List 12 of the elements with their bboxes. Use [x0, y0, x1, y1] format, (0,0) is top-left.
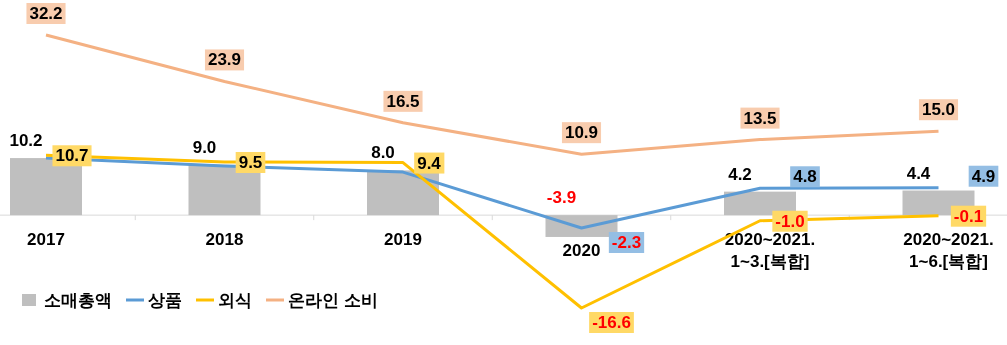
category: 2020~2021. [724, 230, 816, 249]
legend-label: 소매총액 [44, 291, 112, 310]
legend-label: 외식 [218, 291, 252, 310]
legend-label: 온라인 소비 [288, 291, 378, 310]
category: 2020~2021. [903, 230, 994, 249]
legend-label: 상품 [148, 291, 182, 310]
category: 2018 [205, 230, 244, 249]
category: 2019 [384, 230, 422, 249]
category: 1~3.[복합] [730, 252, 810, 271]
category: 1~6.[복합] [909, 252, 988, 271]
category: 2017 [27, 230, 65, 249]
category: 2020 [562, 240, 601, 260]
